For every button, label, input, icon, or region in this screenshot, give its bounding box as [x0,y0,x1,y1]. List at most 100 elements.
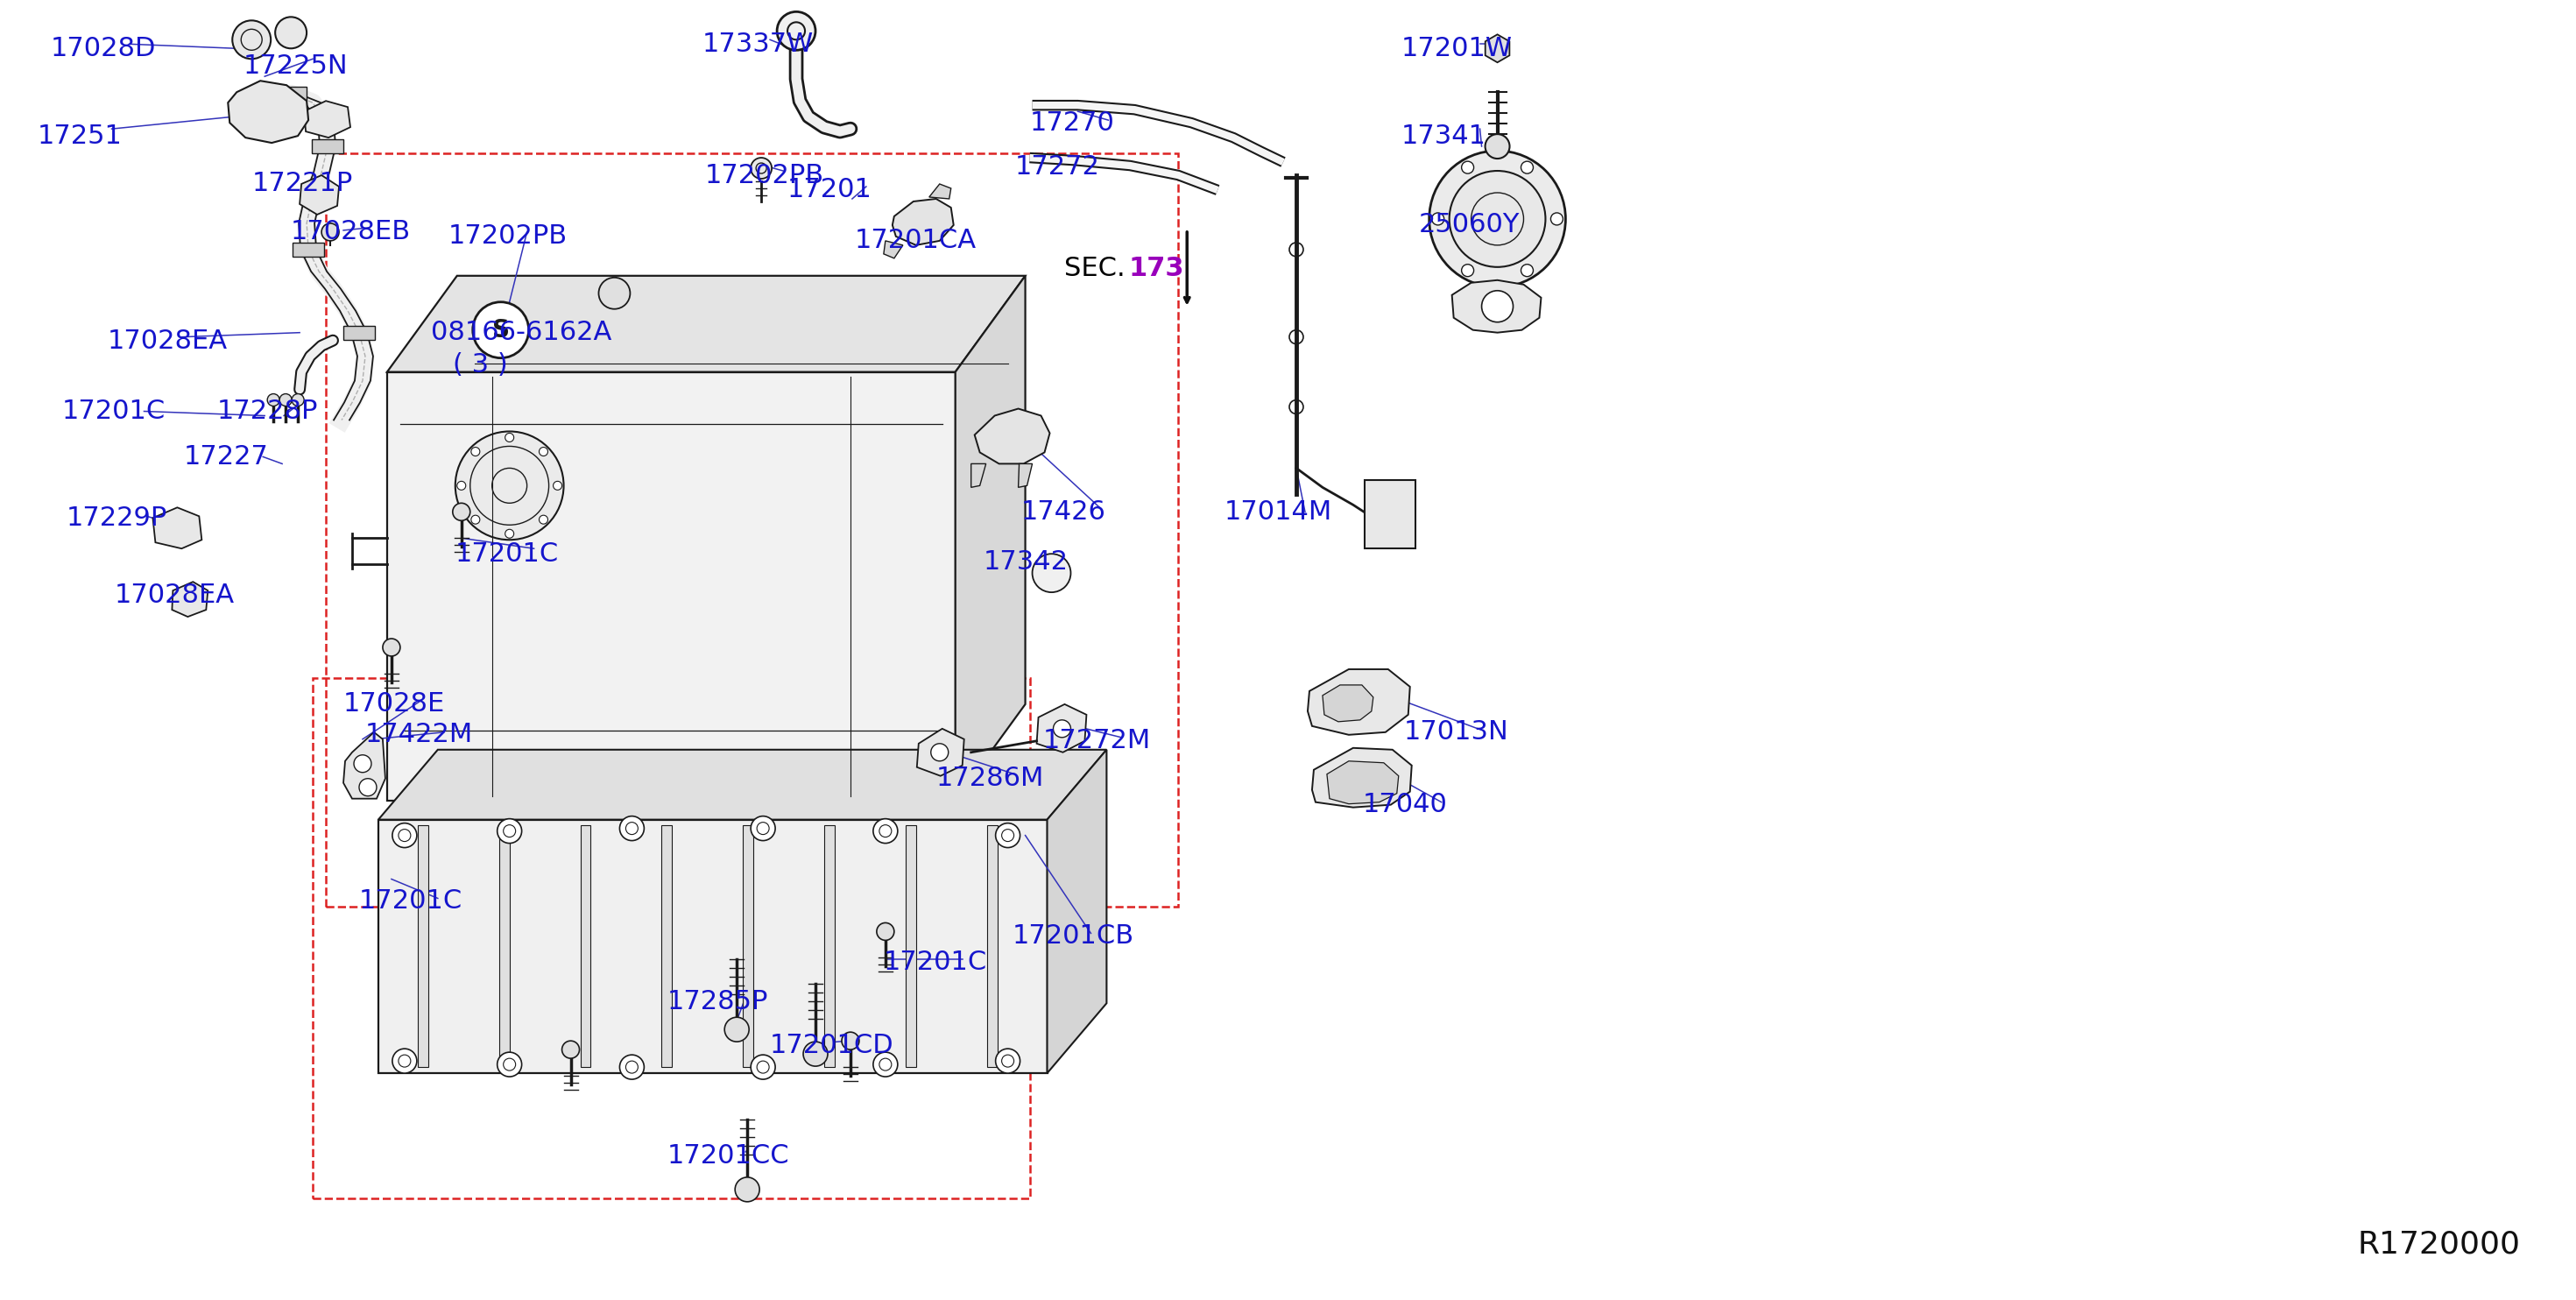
Circle shape [734,1178,760,1201]
Circle shape [562,1041,580,1058]
Circle shape [873,819,896,844]
Bar [343,325,376,339]
Circle shape [1450,170,1546,266]
Text: 25060Y: 25060Y [1419,212,1520,238]
Text: 17040: 17040 [1363,792,1448,818]
Circle shape [384,638,399,656]
Circle shape [1432,213,1445,225]
Text: 17422M: 17422M [366,722,474,747]
Text: 17201CA: 17201CA [855,227,976,253]
Circle shape [621,1054,644,1079]
Polygon shape [173,582,209,616]
Polygon shape [580,826,590,1067]
Polygon shape [1453,280,1540,333]
Circle shape [1551,213,1564,225]
Polygon shape [386,372,956,801]
Circle shape [392,823,417,848]
Circle shape [621,816,644,841]
Text: 17229P: 17229P [67,506,167,530]
Circle shape [358,779,376,796]
Circle shape [750,1054,775,1079]
Circle shape [471,515,479,524]
Circle shape [930,744,948,760]
Circle shape [291,394,304,406]
Bar [312,679,1030,1199]
Polygon shape [891,199,953,246]
Polygon shape [742,826,752,1067]
Polygon shape [386,276,1025,372]
Polygon shape [824,826,835,1067]
Text: 17028EA: 17028EA [108,329,227,354]
Polygon shape [1311,747,1412,807]
Circle shape [322,224,340,240]
Circle shape [994,1049,1020,1074]
Text: 17342: 17342 [984,549,1069,575]
Circle shape [873,1052,896,1076]
Polygon shape [379,819,1046,1074]
Polygon shape [956,276,1025,801]
Circle shape [474,302,528,358]
Polygon shape [152,507,201,549]
Text: R1720000: R1720000 [2357,1230,2519,1260]
Text: 17337W: 17337W [701,31,814,57]
Text: 17201CD: 17201CD [770,1032,894,1058]
Circle shape [456,481,466,490]
Circle shape [456,432,564,540]
Text: 17221P: 17221P [252,172,353,196]
Polygon shape [299,176,340,214]
Text: 17272: 17272 [1015,153,1100,179]
Text: 17426: 17426 [1020,499,1105,525]
Polygon shape [1321,685,1373,722]
Polygon shape [227,81,309,143]
Text: 17201C: 17201C [456,541,559,567]
Text: 17227: 17227 [183,445,268,469]
Text: S: S [492,317,510,342]
Circle shape [1461,264,1473,277]
Text: 17202PB: 17202PB [703,162,824,188]
Circle shape [353,755,371,772]
Text: 17270: 17270 [1030,110,1115,135]
Circle shape [1481,291,1512,322]
Circle shape [281,394,291,406]
Circle shape [1033,554,1072,593]
Polygon shape [662,826,672,1067]
Text: 17014M: 17014M [1224,499,1332,525]
Circle shape [497,819,523,844]
Polygon shape [987,826,997,1067]
Circle shape [232,21,270,58]
Text: 17286M: 17286M [935,766,1043,792]
Text: 17201CC: 17201CC [667,1144,788,1169]
Text: 17201CB: 17201CB [1012,923,1133,949]
Circle shape [554,481,562,490]
Circle shape [598,277,631,309]
Circle shape [1430,151,1566,287]
Circle shape [538,447,549,456]
Circle shape [842,1032,860,1049]
Polygon shape [1486,34,1510,62]
Bar [294,243,325,256]
Text: 17028EB: 17028EB [291,220,412,244]
Bar [327,153,1177,907]
Circle shape [1520,161,1533,174]
Circle shape [994,823,1020,848]
Circle shape [1486,134,1510,159]
Text: 17341: 17341 [1401,123,1486,148]
Text: 17201C: 17201C [884,949,987,975]
Polygon shape [417,826,428,1067]
Circle shape [505,529,513,538]
Bar [1365,481,1414,549]
Polygon shape [884,240,904,259]
Text: 17013N: 17013N [1404,719,1510,745]
Circle shape [1054,720,1072,737]
Circle shape [876,923,894,940]
Polygon shape [1018,464,1033,487]
Circle shape [268,394,281,406]
Circle shape [1520,264,1533,277]
Text: 17028D: 17028D [52,35,157,61]
Circle shape [804,1041,827,1066]
Polygon shape [1046,750,1108,1074]
Polygon shape [930,185,951,199]
Text: 17028EA: 17028EA [113,582,234,607]
Text: 17285P: 17285P [667,989,768,1014]
Circle shape [497,1052,523,1076]
